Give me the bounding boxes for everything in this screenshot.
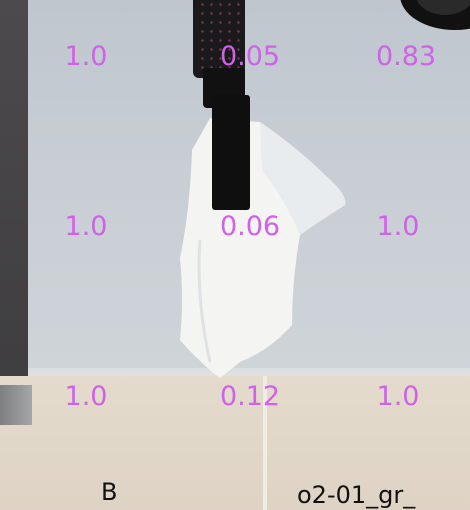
robot-arm-texture xyxy=(198,0,240,70)
grid-value-r2c2: 0.06 xyxy=(219,211,281,242)
wooden-board xyxy=(0,376,470,510)
grid-value-r3c2: 0.12 xyxy=(219,381,281,412)
grid-value-r2c1: 1.0 xyxy=(64,211,108,242)
corner-label-left: B xyxy=(101,478,118,506)
grid-value-r1c1: 1.0 xyxy=(64,41,108,72)
grid-value-r2c3: 1.0 xyxy=(376,211,420,242)
dark-object-inner xyxy=(415,0,470,15)
board-seam xyxy=(263,376,267,510)
grid-value-r1c3: 0.83 xyxy=(375,41,437,72)
grid-value-r1c2: 0.05 xyxy=(219,41,281,72)
cloth-fold xyxy=(260,122,346,235)
gripper-finger xyxy=(212,95,250,210)
grid-value-r3c1: 1.0 xyxy=(64,381,108,412)
metal-rail xyxy=(0,385,32,425)
corner-label-right: o2-01_gr_ xyxy=(297,481,416,509)
grid-value-r3c3: 1.0 xyxy=(376,381,420,412)
table-edge xyxy=(28,368,470,378)
cloth-crease xyxy=(197,239,212,363)
